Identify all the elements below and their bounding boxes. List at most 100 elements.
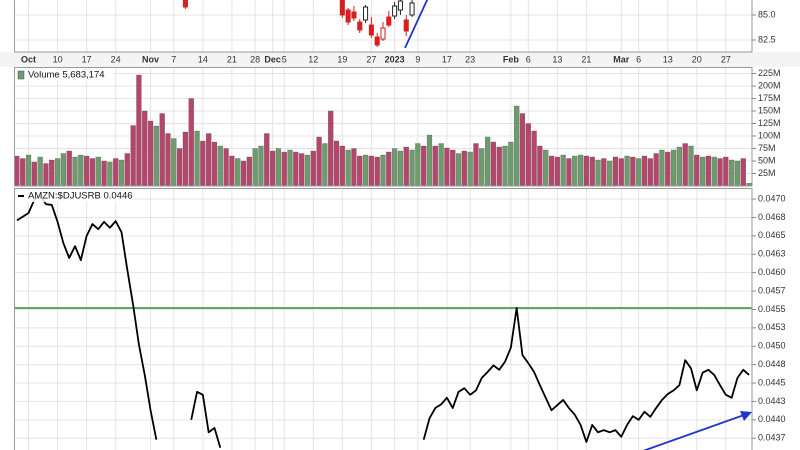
volume-bar [264,133,270,186]
volume-bar [595,159,601,186]
volume-bar [275,148,281,186]
candle-body [368,24,374,36]
volume-bar [577,154,584,186]
volume-bar [84,155,90,186]
volume-bar [740,158,746,186]
volume-bar [182,131,189,186]
panel-title: Volume 5,683,174 [28,70,105,81]
x-tick-label: Dec [264,54,281,64]
volume-bar [514,105,520,186]
candle-body [380,27,386,40]
volume-bar [566,158,572,186]
x-tick-label: 27 [366,54,376,64]
arrow-head [740,411,752,421]
volume-bar [89,158,96,186]
volume-bar [403,146,409,186]
volume-bar [508,141,514,186]
volume-bar [60,153,66,186]
volume-bar [20,158,26,186]
volume-bar [380,154,386,186]
volume-bar [113,158,119,186]
volume-bar [682,143,688,186]
volume-bar [101,160,107,186]
y-tick-label: 0.0443 [758,396,786,406]
candle-body [345,9,351,23]
candle-body [182,0,188,8]
x-tick-label: 13 [552,54,562,64]
volume-bar [583,155,589,186]
x-tick-label: 6 [526,54,531,64]
y-tick-label: 75M [758,143,776,153]
volume-bar [177,148,183,186]
volume-bar [374,156,380,186]
x-tick-label: 20 [692,54,702,64]
y-tick-label: 0.0455 [758,304,786,314]
volume-bar [647,158,653,186]
volume-bar [525,123,531,186]
volume-bar [589,156,595,186]
volume-bar [519,113,526,186]
legend-box [16,190,129,202]
x-tick-label: 2023 [385,54,405,64]
volume-bar [438,143,444,186]
volume-bar [607,160,613,186]
price-panel-border [14,0,753,53]
volume-bar [560,154,566,186]
volume-bar [496,146,502,186]
y-tick-label: 0.0465 [758,230,786,240]
y-tick-label: 25M [758,168,776,178]
volume-bar [124,153,130,186]
volume-bar [194,130,200,186]
volume-bar [153,125,159,186]
volume-bar [78,154,84,186]
panel-bar [14,74,752,186]
volume-bar [531,130,537,186]
volume-bar [717,158,723,186]
candle-body [374,36,380,46]
x-tick-label: Oct [21,54,36,64]
x-tick-label: Nov [142,54,159,64]
volume-bar [548,155,555,186]
volume-bar [299,153,305,186]
volume-bar [206,133,212,186]
volume-bar [345,149,351,186]
volume-bar [147,120,154,186]
volume-bar [601,158,607,186]
y-tick-label: 150M [758,105,781,115]
x-tick-label: 17 [82,54,92,64]
plot-layer: Oct 10 17 24 Nov 7 14 21 28 Dec 5 12 19 27 2023 9 17 23 Fe… [14,0,786,450]
x-tick-label: 23 [465,54,475,64]
candle-body [339,0,345,16]
volume-bar [37,156,43,186]
x-tick-label: 9 [415,54,420,64]
volume-bar [409,149,415,186]
volume-bar [711,156,717,186]
volume-bar [316,136,322,186]
candle-body [386,16,392,26]
x-tick-label: Feb [503,54,520,64]
volume-bar [665,151,671,186]
volume-bar [25,154,32,186]
panel-title: AMZN:$DJUSRB 0.0446 [28,191,133,202]
volume-panel-border [14,67,753,187]
y-tick-label: 125M [758,118,781,128]
volume-bar [653,153,659,186]
y-tick-label: 0.0453 [758,322,786,332]
volume-bar [450,149,456,186]
candle-body [397,0,403,11]
y-tick-label: 85.0 [758,9,776,19]
volume-bar [107,161,113,186]
y-tick-label: 0.0437 [758,433,786,443]
volume-bar [240,160,247,186]
volume-bar [624,155,630,186]
volume-bar [723,156,729,186]
panel-candlestick [182,0,415,47]
volume-bar [310,150,316,186]
x-tick-label: 21 [227,54,237,64]
y-tick-label: 0.0470 [758,193,786,203]
panel-legend: Volume 5,683,174 [16,69,114,81]
volume-bar [729,159,735,186]
x-tick-label: 10 [53,54,63,64]
volume-bar [357,155,363,186]
